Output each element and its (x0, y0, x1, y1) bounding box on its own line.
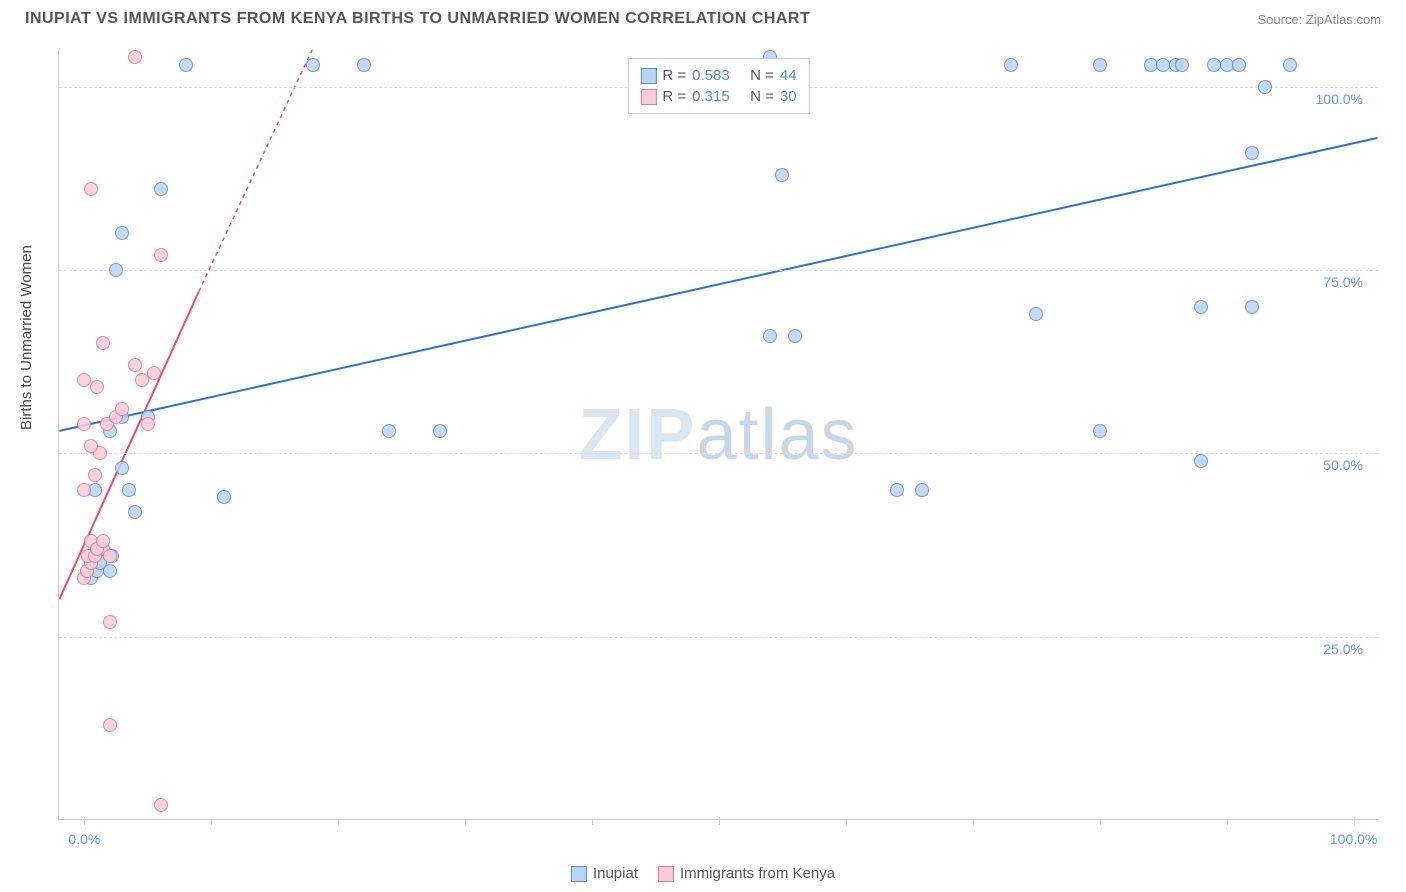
data-point (1283, 58, 1297, 72)
legend-series-item: Inupiat (571, 865, 638, 882)
legend-n-label: N = (750, 88, 774, 105)
data-point (115, 461, 129, 475)
data-point (1175, 58, 1189, 72)
data-point (141, 417, 155, 431)
data-point (179, 58, 193, 72)
chart-title: INUPIAT VS IMMIGRANTS FROM KENYA BIRTHS … (25, 10, 810, 28)
x-minor-tick (338, 819, 339, 825)
source-attribution: Source: ZipAtlas.com (1257, 12, 1381, 27)
data-point (1029, 307, 1043, 321)
y-tick-label: 25.0% (1323, 641, 1363, 657)
data-point (147, 366, 161, 380)
x-tick-label: 0.0% (68, 831, 100, 847)
data-point (90, 380, 104, 394)
data-point (128, 50, 142, 64)
data-point (357, 58, 371, 72)
data-point (1232, 58, 1246, 72)
data-point (1093, 424, 1107, 438)
data-point (84, 439, 98, 453)
data-point (77, 483, 91, 497)
data-point (109, 263, 123, 277)
data-point (96, 534, 110, 548)
x-minor-tick (465, 819, 466, 825)
legend-swatch (658, 866, 674, 882)
data-point (115, 226, 129, 240)
data-point (763, 329, 777, 343)
y-tick-label: 100.0% (1316, 91, 1363, 107)
x-tick (1354, 817, 1355, 825)
data-point (103, 615, 117, 629)
x-minor-tick (592, 819, 593, 825)
data-point (103, 564, 117, 578)
data-point (306, 58, 320, 72)
x-tick-label: 100.0% (1330, 831, 1377, 847)
gridline-horizontal (59, 270, 1378, 271)
chart-plot-area: ZIPatlas R = 0.583 N = 44 R = 0.315 N = 30 25.0… (58, 50, 1378, 820)
data-point (128, 358, 142, 372)
x-tick (84, 817, 85, 825)
data-point (1194, 454, 1208, 468)
legend-swatch (571, 866, 587, 882)
data-point (77, 373, 91, 387)
data-point (115, 402, 129, 416)
series-legend: Inupiat Immigrants from Kenya (571, 865, 835, 882)
legend-r-value: 0.583 (692, 67, 744, 84)
data-point (1258, 80, 1272, 94)
legend-correlation-row: R = 0.315 N = 30 (640, 86, 796, 107)
watermark: ZIPatlas (578, 394, 858, 476)
legend-n-value: 30 (780, 88, 797, 105)
data-point (154, 248, 168, 262)
legend-n-value: 44 (780, 67, 797, 84)
x-minor-tick (973, 819, 974, 825)
x-minor-tick (211, 819, 212, 825)
data-point (84, 182, 98, 196)
gridline-horizontal (59, 453, 1378, 454)
data-point (128, 505, 142, 519)
data-point (103, 718, 117, 732)
data-point (433, 424, 447, 438)
gridline-horizontal (59, 637, 1378, 638)
x-tick (719, 817, 720, 825)
data-point (1093, 58, 1107, 72)
data-point (1194, 300, 1208, 314)
data-point (1245, 300, 1259, 314)
data-point (1004, 58, 1018, 72)
trendline (59, 138, 1377, 431)
data-point (915, 483, 929, 497)
correlation-legend: R = 0.583 N = 44 R = 0.315 N = 30 (627, 58, 809, 114)
data-point (788, 329, 802, 343)
trendline (59, 292, 198, 600)
legend-correlation-row: R = 0.583 N = 44 (640, 65, 796, 86)
data-point (77, 417, 91, 431)
data-point (96, 336, 110, 350)
legend-series-label: Immigrants from Kenya (680, 865, 835, 882)
x-minor-tick (846, 819, 847, 825)
legend-series-label: Inupiat (593, 865, 638, 882)
data-point (154, 182, 168, 196)
data-point (217, 490, 231, 504)
legend-r-label: R = (662, 67, 686, 84)
y-tick-label: 50.0% (1323, 457, 1363, 473)
trendlines-layer (59, 50, 1378, 819)
x-minor-tick (1100, 819, 1101, 825)
data-point (890, 483, 904, 497)
data-point (775, 168, 789, 182)
data-point (88, 468, 102, 482)
data-point (122, 483, 136, 497)
legend-swatch (640, 68, 656, 84)
legend-r-value: 0.315 (692, 88, 744, 105)
legend-swatch (640, 89, 656, 105)
data-point (382, 424, 396, 438)
legend-n-label: N = (750, 67, 774, 84)
legend-series-item: Immigrants from Kenya (658, 865, 835, 882)
x-minor-tick (1227, 819, 1228, 825)
y-axis-title: Births to Unmarried Women (18, 245, 35, 430)
data-point (135, 373, 149, 387)
data-point (1245, 146, 1259, 160)
data-point (103, 549, 117, 563)
legend-r-label: R = (662, 88, 686, 105)
y-tick-label: 75.0% (1323, 274, 1363, 290)
data-point (154, 798, 168, 812)
